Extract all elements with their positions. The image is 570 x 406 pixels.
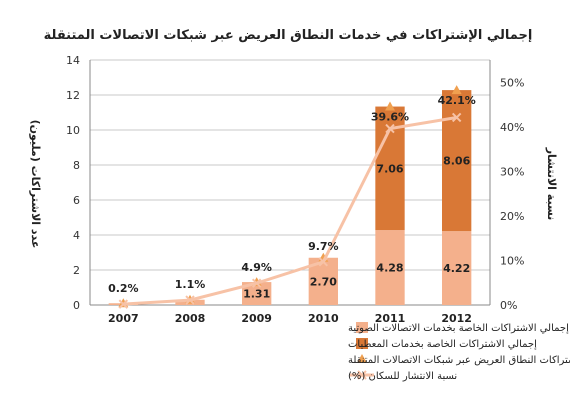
bar-voice	[242, 282, 272, 305]
penetration-value-label: 1.1%	[175, 278, 206, 291]
y-axis-right-label: نسبة الانتشار	[545, 147, 558, 221]
legend-swatch-marker	[357, 370, 367, 380]
bar-value-label: 2.70	[310, 275, 337, 288]
y-left-tick-label: 8	[73, 159, 80, 172]
x-tick-label: 2009	[241, 312, 272, 325]
y-left-tick-label: 0	[73, 299, 80, 312]
legend-swatch	[356, 322, 368, 333]
y-right-tick-label: 30%	[500, 165, 524, 178]
legend-swatch	[356, 338, 368, 349]
chart-title: إجمالي الإشتراكات في خدمات النطاق العريض…	[44, 28, 533, 43]
y-right-tick-label: 20%	[500, 210, 524, 223]
penetration-point	[251, 278, 262, 288]
x-tick-label: 2010	[308, 312, 339, 325]
bar-value-label: 4.22	[443, 262, 470, 275]
y-right-tick-label: 40%	[500, 121, 524, 134]
penetration-point	[451, 112, 462, 123]
legend: إجمالي الاشتراكات الخاصة بخدمات الاتصالا…	[348, 322, 570, 382]
bar-data	[442, 90, 472, 232]
gridlines	[90, 59, 490, 306]
legend-label: إجمالي الاشتراكات الخاصة بخدمات الاتصالا…	[348, 323, 569, 334]
y-left-tick-label: 10	[66, 124, 80, 137]
y-right-tick-label: 50%	[500, 76, 524, 89]
y-left-tick-label: 14	[66, 54, 80, 67]
penetration-value-label: 4.9%	[241, 261, 272, 274]
legend-label: نسبة الانتشار للسكان (%)	[348, 371, 457, 382]
penetration-value-label: 39.6%	[371, 111, 409, 124]
total-marker	[451, 85, 462, 95]
y-left-tick-label: 4	[73, 229, 80, 242]
penetration-point	[185, 295, 195, 305]
penetration-point	[118, 299, 129, 309]
legend-swatch	[357, 354, 367, 363]
penetration-point	[318, 257, 329, 267]
bar-value-label: 8.06	[443, 155, 470, 168]
total-marker	[385, 101, 395, 111]
axes: 0 2 4 6 8 10 12 14 0% 10% 20% 30% 40% 50% 2007 2008 2009…	[66, 54, 524, 325]
bar-voice	[442, 231, 472, 305]
data-labels: 1.31 2.70 4.28 7.06 4.22 8.06 0.2% 1.1% 4.9% 9.7%…	[108, 94, 476, 300]
penetration-polyline	[123, 115, 457, 306]
x-tick-label: 2008	[175, 312, 206, 325]
legend-label: إجمالي الاشتراكات الخاصة بخدمات المعطيات	[348, 339, 537, 350]
x-tick-label: 2011	[375, 312, 406, 325]
penetration-point	[385, 123, 395, 134]
bar-value-label: 1.31	[243, 288, 270, 301]
penetration-value-label: 0.2%	[108, 282, 139, 295]
penetration-line	[118, 112, 462, 309]
y-left-tick-label: 2	[73, 264, 80, 277]
y-right-tick-label: 10%	[500, 254, 524, 267]
legend-label: إجمالي اشتراكات النطاق العريض عبر شبكات …	[348, 355, 570, 366]
bar-value-label: 4.28	[376, 262, 403, 275]
bar-value-label: 7.06	[376, 162, 403, 175]
y-left-tick-label: 6	[73, 194, 80, 207]
y-right-tick-label: 0%	[500, 299, 517, 312]
bar-voice	[375, 230, 405, 305]
y-axis-left-label: عدد الاشتراكات (مليون)	[29, 120, 42, 249]
y-left-tick-label: 12	[66, 89, 80, 102]
x-tick-label: 2007	[108, 312, 139, 325]
penetration-value-label: 9.7%	[308, 240, 339, 253]
penetration-value-label: 42.1%	[438, 94, 476, 107]
x-tick-label: 2012	[441, 312, 472, 325]
